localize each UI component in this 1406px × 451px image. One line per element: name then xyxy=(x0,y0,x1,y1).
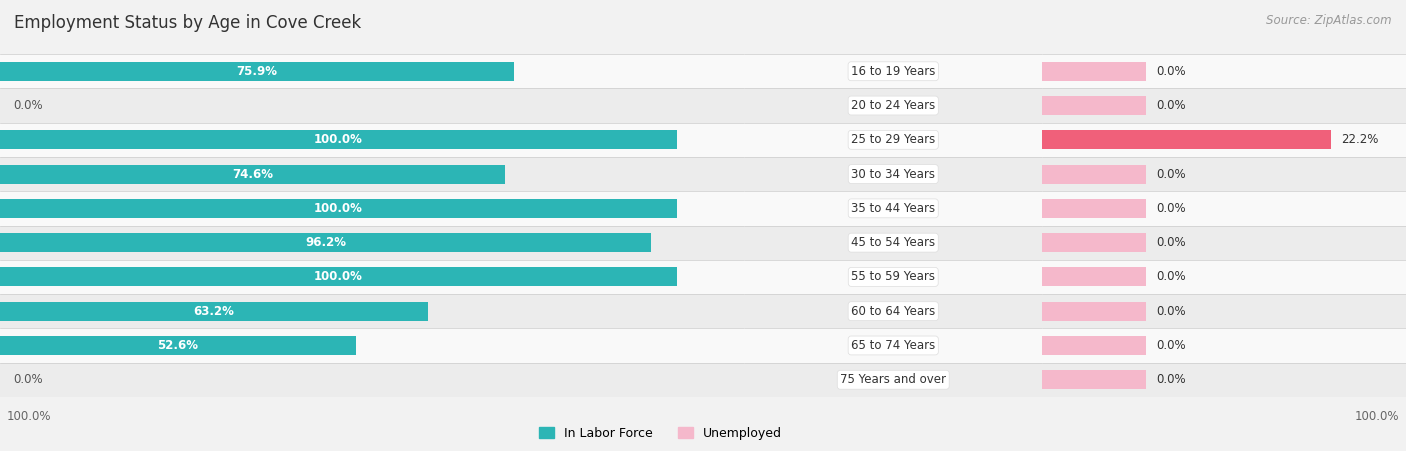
Text: 0.0%: 0.0% xyxy=(1157,168,1187,180)
Bar xyxy=(1042,54,1406,88)
Text: 22.2%: 22.2% xyxy=(1341,133,1378,146)
Bar xyxy=(744,294,1042,328)
Bar xyxy=(744,226,1042,260)
Bar xyxy=(1042,370,1146,389)
Bar xyxy=(744,191,1042,226)
Text: 0.0%: 0.0% xyxy=(14,99,44,112)
Text: 65 to 74 Years: 65 to 74 Years xyxy=(851,339,935,352)
Text: Employment Status by Age in Cove Creek: Employment Status by Age in Cove Creek xyxy=(14,14,361,32)
Bar xyxy=(0,336,356,355)
Text: 52.6%: 52.6% xyxy=(157,339,198,352)
Text: 0.0%: 0.0% xyxy=(1157,271,1187,283)
Bar xyxy=(1042,165,1146,184)
Text: 35 to 44 Years: 35 to 44 Years xyxy=(851,202,935,215)
Text: 25 to 29 Years: 25 to 29 Years xyxy=(851,133,935,146)
Bar xyxy=(0,123,744,157)
Bar xyxy=(1042,199,1146,218)
Text: 0.0%: 0.0% xyxy=(1157,373,1187,386)
Bar xyxy=(1042,88,1406,123)
Text: 45 to 54 Years: 45 to 54 Years xyxy=(851,236,935,249)
Bar xyxy=(744,54,1042,88)
Text: 100.0%: 100.0% xyxy=(314,202,363,215)
Text: 0.0%: 0.0% xyxy=(1157,99,1187,112)
Bar xyxy=(744,88,1042,123)
Bar xyxy=(1042,226,1406,260)
Bar xyxy=(0,157,744,191)
Bar xyxy=(1042,123,1406,157)
Bar xyxy=(1042,302,1146,321)
Text: 0.0%: 0.0% xyxy=(1157,339,1187,352)
Bar xyxy=(0,233,651,252)
Bar xyxy=(0,199,676,218)
Bar xyxy=(0,88,744,123)
Text: 0.0%: 0.0% xyxy=(14,373,44,386)
Text: 96.2%: 96.2% xyxy=(305,236,346,249)
Bar xyxy=(0,130,676,149)
Text: 20 to 24 Years: 20 to 24 Years xyxy=(851,99,935,112)
Text: 100.0%: 100.0% xyxy=(1354,410,1399,423)
Text: 74.6%: 74.6% xyxy=(232,168,273,180)
Text: Source: ZipAtlas.com: Source: ZipAtlas.com xyxy=(1267,14,1392,27)
Bar xyxy=(744,157,1042,191)
Bar xyxy=(744,123,1042,157)
Text: 55 to 59 Years: 55 to 59 Years xyxy=(851,271,935,283)
Text: 63.2%: 63.2% xyxy=(194,305,235,318)
Bar xyxy=(0,260,744,294)
Bar xyxy=(0,165,505,184)
Bar xyxy=(1042,336,1146,355)
Bar xyxy=(1042,130,1330,149)
Bar xyxy=(1042,328,1406,363)
Bar xyxy=(0,302,427,321)
Text: 100.0%: 100.0% xyxy=(314,133,363,146)
Bar xyxy=(0,191,744,226)
Bar xyxy=(1042,294,1406,328)
Bar xyxy=(0,62,513,81)
Bar xyxy=(1042,157,1406,191)
Text: 0.0%: 0.0% xyxy=(1157,65,1187,78)
Bar xyxy=(1042,191,1406,226)
Bar xyxy=(1042,260,1406,294)
Text: 75 Years and over: 75 Years and over xyxy=(841,373,946,386)
Bar xyxy=(1042,267,1146,286)
Bar xyxy=(1042,363,1406,397)
Bar xyxy=(1042,62,1146,81)
Text: 16 to 19 Years: 16 to 19 Years xyxy=(851,65,935,78)
Text: 100.0%: 100.0% xyxy=(314,271,363,283)
Bar xyxy=(1042,233,1146,252)
Bar xyxy=(744,328,1042,363)
Bar xyxy=(0,294,744,328)
Text: 100.0%: 100.0% xyxy=(7,410,52,423)
Text: 30 to 34 Years: 30 to 34 Years xyxy=(851,168,935,180)
Bar xyxy=(0,363,744,397)
Text: 0.0%: 0.0% xyxy=(1157,305,1187,318)
Text: 0.0%: 0.0% xyxy=(1157,202,1187,215)
Bar xyxy=(744,260,1042,294)
Bar xyxy=(0,328,744,363)
Legend: In Labor Force, Unemployed: In Labor Force, Unemployed xyxy=(534,422,787,445)
Text: 60 to 64 Years: 60 to 64 Years xyxy=(851,305,935,318)
Bar xyxy=(0,267,676,286)
Bar xyxy=(1042,96,1146,115)
Text: 0.0%: 0.0% xyxy=(1157,236,1187,249)
Bar xyxy=(0,54,744,88)
Text: 75.9%: 75.9% xyxy=(236,65,277,78)
Bar xyxy=(744,363,1042,397)
Bar xyxy=(0,226,744,260)
